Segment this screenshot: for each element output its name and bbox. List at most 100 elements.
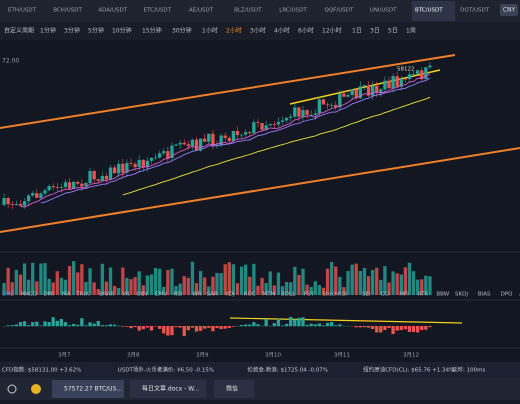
candle bbox=[187, 144, 190, 146]
period[interactable]: 10分钟 bbox=[112, 27, 132, 35]
macd-bar bbox=[191, 326, 194, 328]
indicator-tab[interactable]: StochRSI bbox=[322, 292, 347, 298]
tab[interactable]: ETC/USDT bbox=[144, 8, 172, 14]
macd-bar bbox=[121, 326, 124, 327]
indicator-tab[interactable]: TRIX bbox=[75, 292, 89, 298]
candle bbox=[35, 193, 38, 198]
tab[interactable]: UNI/USDT bbox=[370, 8, 397, 14]
indicator-tab[interactable]: BBW bbox=[436, 292, 449, 298]
currency[interactable]: CNY bbox=[503, 7, 516, 14]
tab[interactable]: LRC/USDT bbox=[279, 8, 307, 14]
period[interactable]: 自定义周期 bbox=[4, 27, 34, 35]
volume-bar bbox=[191, 262, 194, 295]
tab[interactable]: DOT/USDT bbox=[460, 8, 490, 14]
macd-bar bbox=[273, 323, 276, 326]
indicator-tab[interactable]: SKDJ bbox=[455, 292, 468, 298]
macd-bar bbox=[101, 325, 104, 326]
indicator-tab[interactable]: OBV bbox=[136, 292, 148, 298]
tab[interactable]: ETH/USDT bbox=[8, 8, 37, 14]
period[interactable]: 1小时 bbox=[202, 27, 218, 35]
macd-bar bbox=[367, 326, 370, 328]
period[interactable]: 12小时 bbox=[322, 27, 342, 35]
macd-bar bbox=[6, 325, 9, 326]
indicator-tab[interactable]: KDJ bbox=[225, 292, 235, 298]
period[interactable]: 30分钟 bbox=[172, 27, 192, 35]
period[interactable]: 1日 bbox=[352, 28, 362, 35]
period[interactable]: 3分钟 bbox=[64, 27, 80, 35]
candle bbox=[387, 81, 390, 89]
indicator-tab[interactable]: DMI bbox=[43, 292, 54, 298]
period[interactable]: 4小时 bbox=[274, 27, 290, 35]
candle bbox=[228, 138, 231, 141]
macd-bar bbox=[52, 317, 55, 326]
macd-bar bbox=[43, 321, 46, 326]
macd-bar bbox=[215, 326, 218, 328]
macd-bar bbox=[281, 326, 284, 327]
period[interactable]: 2小时 bbox=[226, 27, 242, 35]
candle bbox=[88, 171, 91, 183]
taskbar-label[interactable]: 每日文章.docx - W... bbox=[142, 385, 199, 393]
indicator-tab[interactable]: PSY bbox=[304, 292, 315, 298]
period[interactable]: 1分钟 bbox=[40, 27, 56, 35]
macd-bar bbox=[88, 322, 91, 326]
macd-bar bbox=[146, 326, 149, 328]
indicator-tab[interactable]: UME bbox=[2, 292, 15, 298]
macd-bar bbox=[80, 318, 83, 326]
candle bbox=[113, 167, 116, 173]
indicator-tab[interactable]: VR bbox=[122, 292, 130, 298]
period[interactable]: 1周 bbox=[406, 28, 416, 35]
period[interactable]: 5分钟 bbox=[88, 27, 104, 35]
indicator-tab[interactable]: ROC bbox=[244, 292, 256, 298]
period[interactable]: 3日 bbox=[370, 28, 380, 35]
indicator-tab[interactable]: CCI bbox=[381, 292, 391, 298]
date-label: 3月9 bbox=[196, 352, 209, 359]
indicator-tab[interactable]: BOLL bbox=[281, 292, 296, 298]
macd-bar bbox=[420, 326, 423, 330]
indicator-tab[interactable]: EMV bbox=[155, 292, 167, 298]
candle bbox=[105, 176, 108, 179]
candle bbox=[277, 122, 280, 125]
taskbar-label[interactable]: 微信 bbox=[226, 385, 238, 393]
volume-bar bbox=[256, 286, 259, 295]
indicator-tab[interactable]: MA bbox=[62, 292, 71, 298]
indicator-tab[interactable]: BRAR bbox=[99, 292, 114, 298]
tab[interactable]: BLZ/USDT bbox=[234, 8, 262, 14]
ticker-item: USDT场外-火币者满价: ¥6.50 -0.15% bbox=[118, 366, 214, 374]
macd-bar bbox=[256, 324, 259, 326]
tab[interactable]: QQF/USDT bbox=[325, 8, 354, 14]
macd-bar bbox=[219, 326, 222, 329]
indicator-tab[interactable]: BIAS bbox=[478, 292, 491, 298]
volume-bar bbox=[240, 267, 243, 295]
macd-bar bbox=[248, 325, 251, 327]
period[interactable]: 6小时 bbox=[298, 27, 314, 35]
macd-bar bbox=[76, 325, 79, 327]
volume-bar bbox=[252, 264, 255, 295]
volume-bar bbox=[391, 271, 394, 295]
macd-bar bbox=[322, 325, 325, 326]
indicator-tab[interactable]: DPO bbox=[501, 292, 514, 298]
indicator-tab[interactable]: ATR bbox=[418, 292, 429, 298]
macd-bar bbox=[64, 322, 67, 326]
indicator-tab[interactable]: MFI bbox=[399, 292, 409, 298]
period[interactable]: 3小时 bbox=[250, 27, 266, 35]
tab[interactable]: BCH/USDT bbox=[53, 8, 82, 14]
macd-bar bbox=[297, 318, 300, 326]
indicator-tab[interactable]: SAR bbox=[207, 292, 218, 298]
indicator-tab[interactable]: MACD bbox=[21, 292, 37, 298]
taskbar-label[interactable]: 57572.27 BTC/US... bbox=[64, 386, 122, 393]
macd-bar bbox=[154, 326, 157, 327]
indicator-tab[interactable]: MTM bbox=[262, 292, 275, 298]
period[interactable]: 15分钟 bbox=[142, 27, 162, 35]
macd-bar bbox=[203, 326, 206, 329]
tab[interactable]: ADA/USDT bbox=[98, 8, 127, 14]
indicator-tab[interactable]: SEI bbox=[362, 292, 371, 298]
indicator-tab[interactable]: RSI bbox=[174, 292, 183, 298]
chrome-icon[interactable] bbox=[31, 384, 41, 394]
period[interactable]: 5日 bbox=[388, 28, 398, 35]
volume-bar bbox=[277, 273, 280, 295]
tab[interactable]: BTC/USDT bbox=[415, 8, 443, 14]
tab[interactable]: AE/USDT bbox=[189, 8, 214, 14]
volume-bar bbox=[92, 282, 95, 295]
chart-area bbox=[0, 40, 520, 362]
indicator-tab[interactable]: WR bbox=[192, 292, 201, 298]
